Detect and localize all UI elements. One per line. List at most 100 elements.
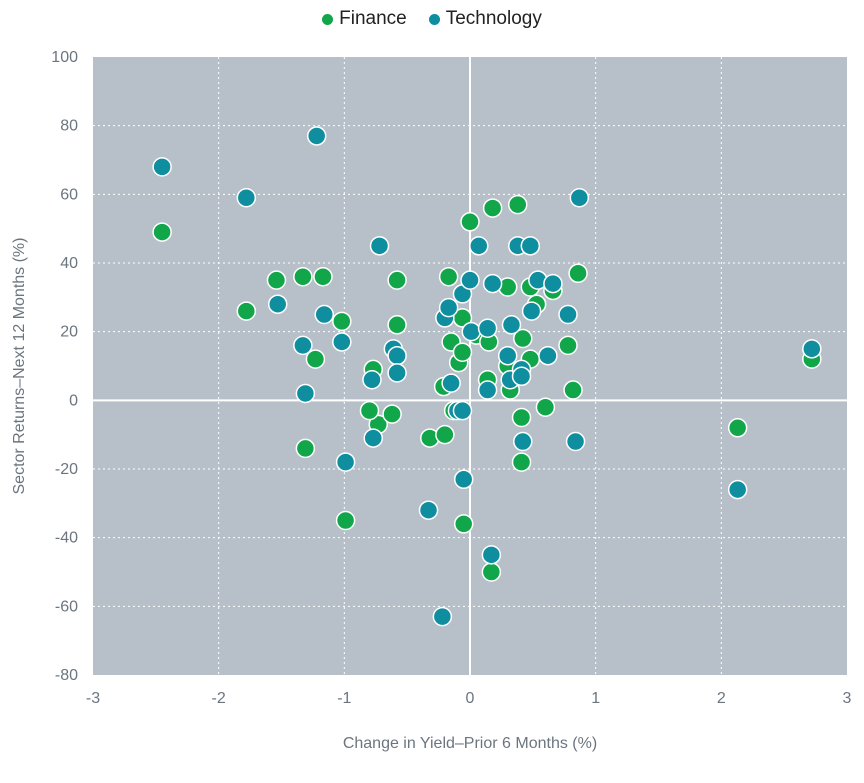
technology-point[interactable] (432, 606, 453, 627)
x-axis-ticks: -3 -2 -1 0 1 2 3 (86, 690, 852, 707)
finance-point[interactable] (387, 315, 407, 335)
technology-point[interactable] (543, 273, 563, 294)
y-tick-label: -20 (55, 461, 78, 478)
technology-point[interactable] (387, 363, 407, 383)
finance-point[interactable] (359, 400, 380, 421)
finance-point[interactable] (511, 407, 532, 428)
technology-point[interactable] (461, 321, 482, 342)
finance-point[interactable] (460, 212, 480, 232)
technology-point[interactable] (441, 373, 461, 393)
x-tick-label: -1 (337, 690, 351, 707)
finance-legend-label: Finance (339, 8, 407, 29)
y-tick-label: 80 (60, 118, 78, 135)
technology-legend-label: Technology (445, 8, 542, 29)
finance-point[interactable] (305, 349, 326, 369)
y-tick-label: 100 (51, 49, 78, 66)
x-tick-label: 3 (843, 690, 852, 707)
y-axis-title: Sector Returns–Next 12 Months (%) (11, 238, 28, 495)
y-axis-ticks: -80 -60 -40 -20 0 20 40 60 80 100 (51, 49, 78, 684)
finance-point[interactable] (482, 198, 503, 218)
technology-legend-marker (428, 13, 440, 25)
technology-point[interactable] (521, 301, 542, 321)
technology-point[interactable] (497, 345, 518, 366)
technology-point[interactable] (267, 294, 288, 314)
finance-point[interactable] (435, 424, 455, 445)
technology-point[interactable] (236, 188, 257, 208)
x-tick-label: -3 (86, 690, 100, 707)
y-tick-label: 60 (60, 186, 78, 203)
technology-point[interactable] (501, 315, 522, 335)
technology-point[interactable] (314, 304, 334, 325)
finance-point[interactable] (481, 562, 502, 582)
technology-point[interactable] (469, 236, 489, 256)
technology-point[interactable] (511, 366, 532, 387)
x-tick-label: -2 (212, 690, 226, 707)
zero-axes (93, 57, 847, 675)
finance-point[interactable] (313, 266, 333, 287)
finance-point[interactable] (535, 397, 556, 417)
finance-point[interactable] (382, 404, 402, 424)
technology-point[interactable] (477, 380, 498, 400)
finance-point[interactable] (568, 263, 588, 284)
technology-point[interactable] (727, 479, 748, 500)
technology-point[interactable] (520, 236, 541, 256)
y-tick-label: 0 (69, 392, 78, 409)
y-tick-label: -80 (55, 667, 78, 684)
x-tick-label: 2 (717, 690, 726, 707)
technology-point[interactable] (538, 345, 558, 366)
technology-point[interactable] (387, 345, 407, 366)
technology-point[interactable] (369, 236, 390, 256)
finance-point[interactable] (513, 328, 533, 349)
y-tick-label: -40 (55, 530, 78, 547)
finance-legend-marker (322, 13, 334, 25)
finance-point[interactable] (452, 342, 473, 363)
finance-point[interactable] (511, 452, 532, 472)
technology-point[interactable] (452, 400, 473, 421)
technology-point[interactable] (802, 339, 822, 359)
technology-point[interactable] (481, 545, 502, 565)
finance-point[interactable] (453, 514, 474, 534)
finance-point[interactable] (293, 266, 313, 287)
finance-point[interactable] (508, 194, 528, 215)
technology-point[interactable] (293, 335, 313, 356)
technology-point[interactable] (152, 157, 172, 177)
technology-point[interactable] (295, 383, 316, 404)
y-tick-label: 20 (60, 324, 78, 341)
finance-point[interactable] (266, 270, 287, 290)
finance-point[interactable] (438, 266, 459, 287)
y-tick-label: -60 (55, 598, 78, 615)
finance-point[interactable] (332, 311, 352, 332)
x-tick-label: 1 (591, 690, 600, 707)
finance-point[interactable] (563, 380, 583, 400)
finance-point[interactable] (558, 335, 578, 356)
finance-point[interactable] (727, 418, 748, 438)
legend: Finance Technology (0, 8, 864, 30)
technology-point[interactable] (569, 188, 590, 208)
technology-point[interactable] (332, 332, 352, 352)
x-tick-label: 0 (466, 690, 475, 707)
finance-point[interactable] (335, 510, 356, 531)
technology-point[interactable] (513, 431, 533, 452)
data-points (152, 126, 822, 627)
x-axis-title: Change in Yield–Prior 6 Months (%) (343, 735, 597, 752)
technology-point[interactable] (477, 318, 498, 338)
technology-point[interactable] (335, 452, 356, 472)
finance-point[interactable] (152, 222, 172, 242)
technology-point[interactable] (363, 428, 383, 448)
technology-point[interactable] (418, 500, 439, 520)
technology-point[interactable] (438, 297, 459, 318)
technology-point[interactable] (565, 431, 586, 452)
finance-point[interactable] (295, 438, 316, 459)
legend-item-technology[interactable]: Technology (428, 8, 542, 30)
finance-point[interactable] (387, 270, 407, 290)
legend-item-finance[interactable]: Finance (322, 8, 407, 30)
technology-point[interactable] (453, 469, 474, 490)
technology-point[interactable] (306, 126, 327, 146)
y-tick-label: 40 (60, 255, 78, 272)
technology-point[interactable] (460, 270, 480, 290)
technology-point[interactable] (362, 369, 382, 390)
finance-point[interactable] (236, 301, 257, 321)
technology-point[interactable] (482, 273, 503, 294)
technology-point[interactable] (558, 304, 578, 325)
